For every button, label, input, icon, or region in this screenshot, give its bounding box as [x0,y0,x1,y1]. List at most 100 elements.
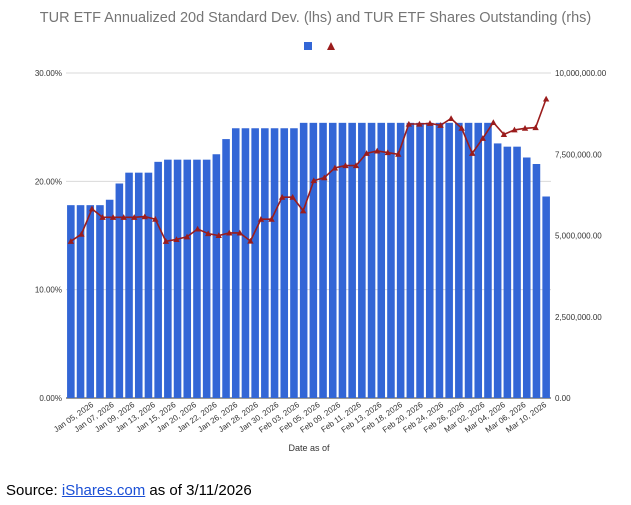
bar [212,154,221,398]
bar [532,164,541,398]
bar [115,183,124,398]
line-marker [395,151,402,157]
line-marker [511,126,518,133]
line-marker [479,135,486,141]
right-axis: 0.00 2,500,000.00 5,000,000.00 7,500,000.00… [555,69,607,403]
line-marker [109,214,117,220]
line-marker [88,205,96,212]
line-marker [310,177,317,184]
bar [193,159,201,398]
line-marker [131,214,138,220]
right-tick-label: 2,500,000.00 [555,313,602,322]
bar [202,159,211,398]
bar [299,122,308,398]
line-marker [542,95,550,102]
bar [425,122,434,398]
bar [435,122,444,398]
line-marker [226,229,233,236]
line-marker [194,225,201,232]
source-link[interactable]: iShares.com [61,482,146,499]
bar [513,146,521,398]
line-marker [183,233,191,240]
bar [493,143,502,398]
bar [464,122,473,398]
bar [416,122,424,398]
series-line [70,98,547,243]
bar [241,128,250,398]
bar [280,128,289,398]
line-marker [204,230,212,237]
line-marker [426,120,434,126]
bar [522,157,531,398]
line-marker [447,115,455,122]
line-marker [99,214,106,220]
right-tick-label: 5,000,000.00 [555,232,602,241]
line-marker [257,216,265,222]
line-marker [215,232,222,239]
bar [328,122,337,398]
line-marker [247,237,254,244]
line-marker [458,125,465,131]
bar [396,122,405,398]
line-marker [352,162,360,169]
bar [67,205,75,398]
source-line: Source: iShares.com as of 3/11/2026 [6,482,252,499]
line-marker [268,216,275,222]
bar [309,122,318,398]
line-marker [384,149,391,156]
line-marker [321,174,328,181]
bar [144,172,153,398]
bar [455,122,463,398]
bar [348,122,356,398]
combo-chart: 0.00% 10.00% 20.00% 30.00% 0.00 2,500,000.00… [35,42,607,453]
bar-series [67,122,550,399]
bar [164,159,172,398]
line-marker [120,214,127,220]
line-marker [300,207,307,214]
line-marker [469,150,476,156]
line-marker [373,147,381,154]
line-series [67,95,550,244]
right-tick-label: 7,500,000.00 [555,150,602,159]
bar [290,128,298,398]
line-marker [363,150,370,156]
bar [406,122,415,398]
bar [367,122,376,398]
right-tick-label: 0.00 [555,394,571,403]
bar [377,122,386,398]
bar [270,128,279,398]
bar [183,159,192,398]
line-marker [331,164,339,171]
chart-title: TUR ETF Annualized 20d Standard Dev. (lh… [39,10,592,26]
line-marker [500,131,508,137]
source-suffix: as of 3/11/2026 [145,482,252,499]
bar [231,128,240,398]
bar [338,122,347,398]
line-marker [162,238,170,244]
bar [251,128,259,398]
line-marker [521,125,529,131]
line-marker [278,193,286,200]
line-marker [236,229,244,236]
line-marker [78,231,85,237]
line-marker [173,236,180,242]
line-marker [405,120,413,127]
left-tick-label: 10.00% [35,286,62,295]
bar [261,128,269,398]
bar [319,122,327,398]
bar [445,122,453,398]
bar [86,205,95,398]
line-marker [490,119,497,125]
line-marker [532,124,539,131]
left-tick-label: 30.00% [35,69,62,78]
line-marker [437,122,444,128]
right-tick-label: 10,000,000.00 [555,69,607,78]
line-marker [289,193,296,200]
left-tick-label: 0.00% [39,394,62,403]
line-marker [152,216,159,222]
bar [173,159,182,398]
bar [484,122,492,398]
line-marker [342,162,349,169]
line-marker [67,238,75,244]
